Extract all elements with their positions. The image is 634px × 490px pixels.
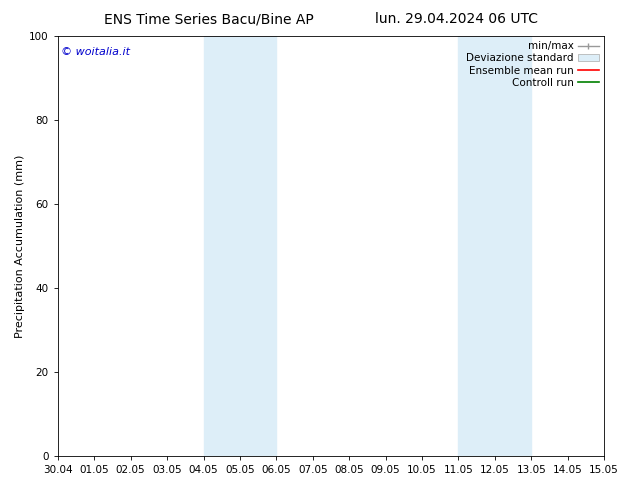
Text: lun. 29.04.2024 06 UTC: lun. 29.04.2024 06 UTC [375,12,538,26]
Bar [204,36,276,456]
Legend: min/max, Deviazione standard, Ensemble mean run, Controll run: min/max, Deviazione standard, Ensemble m… [464,39,601,90]
Bar [458,36,531,456]
Text: © woitalia.it: © woitalia.it [61,47,129,57]
Y-axis label: Precipitation Accumulation (mm): Precipitation Accumulation (mm) [15,154,25,338]
Text: ENS Time Series Bacu/Bine AP: ENS Time Series Bacu/Bine AP [105,12,314,26]
